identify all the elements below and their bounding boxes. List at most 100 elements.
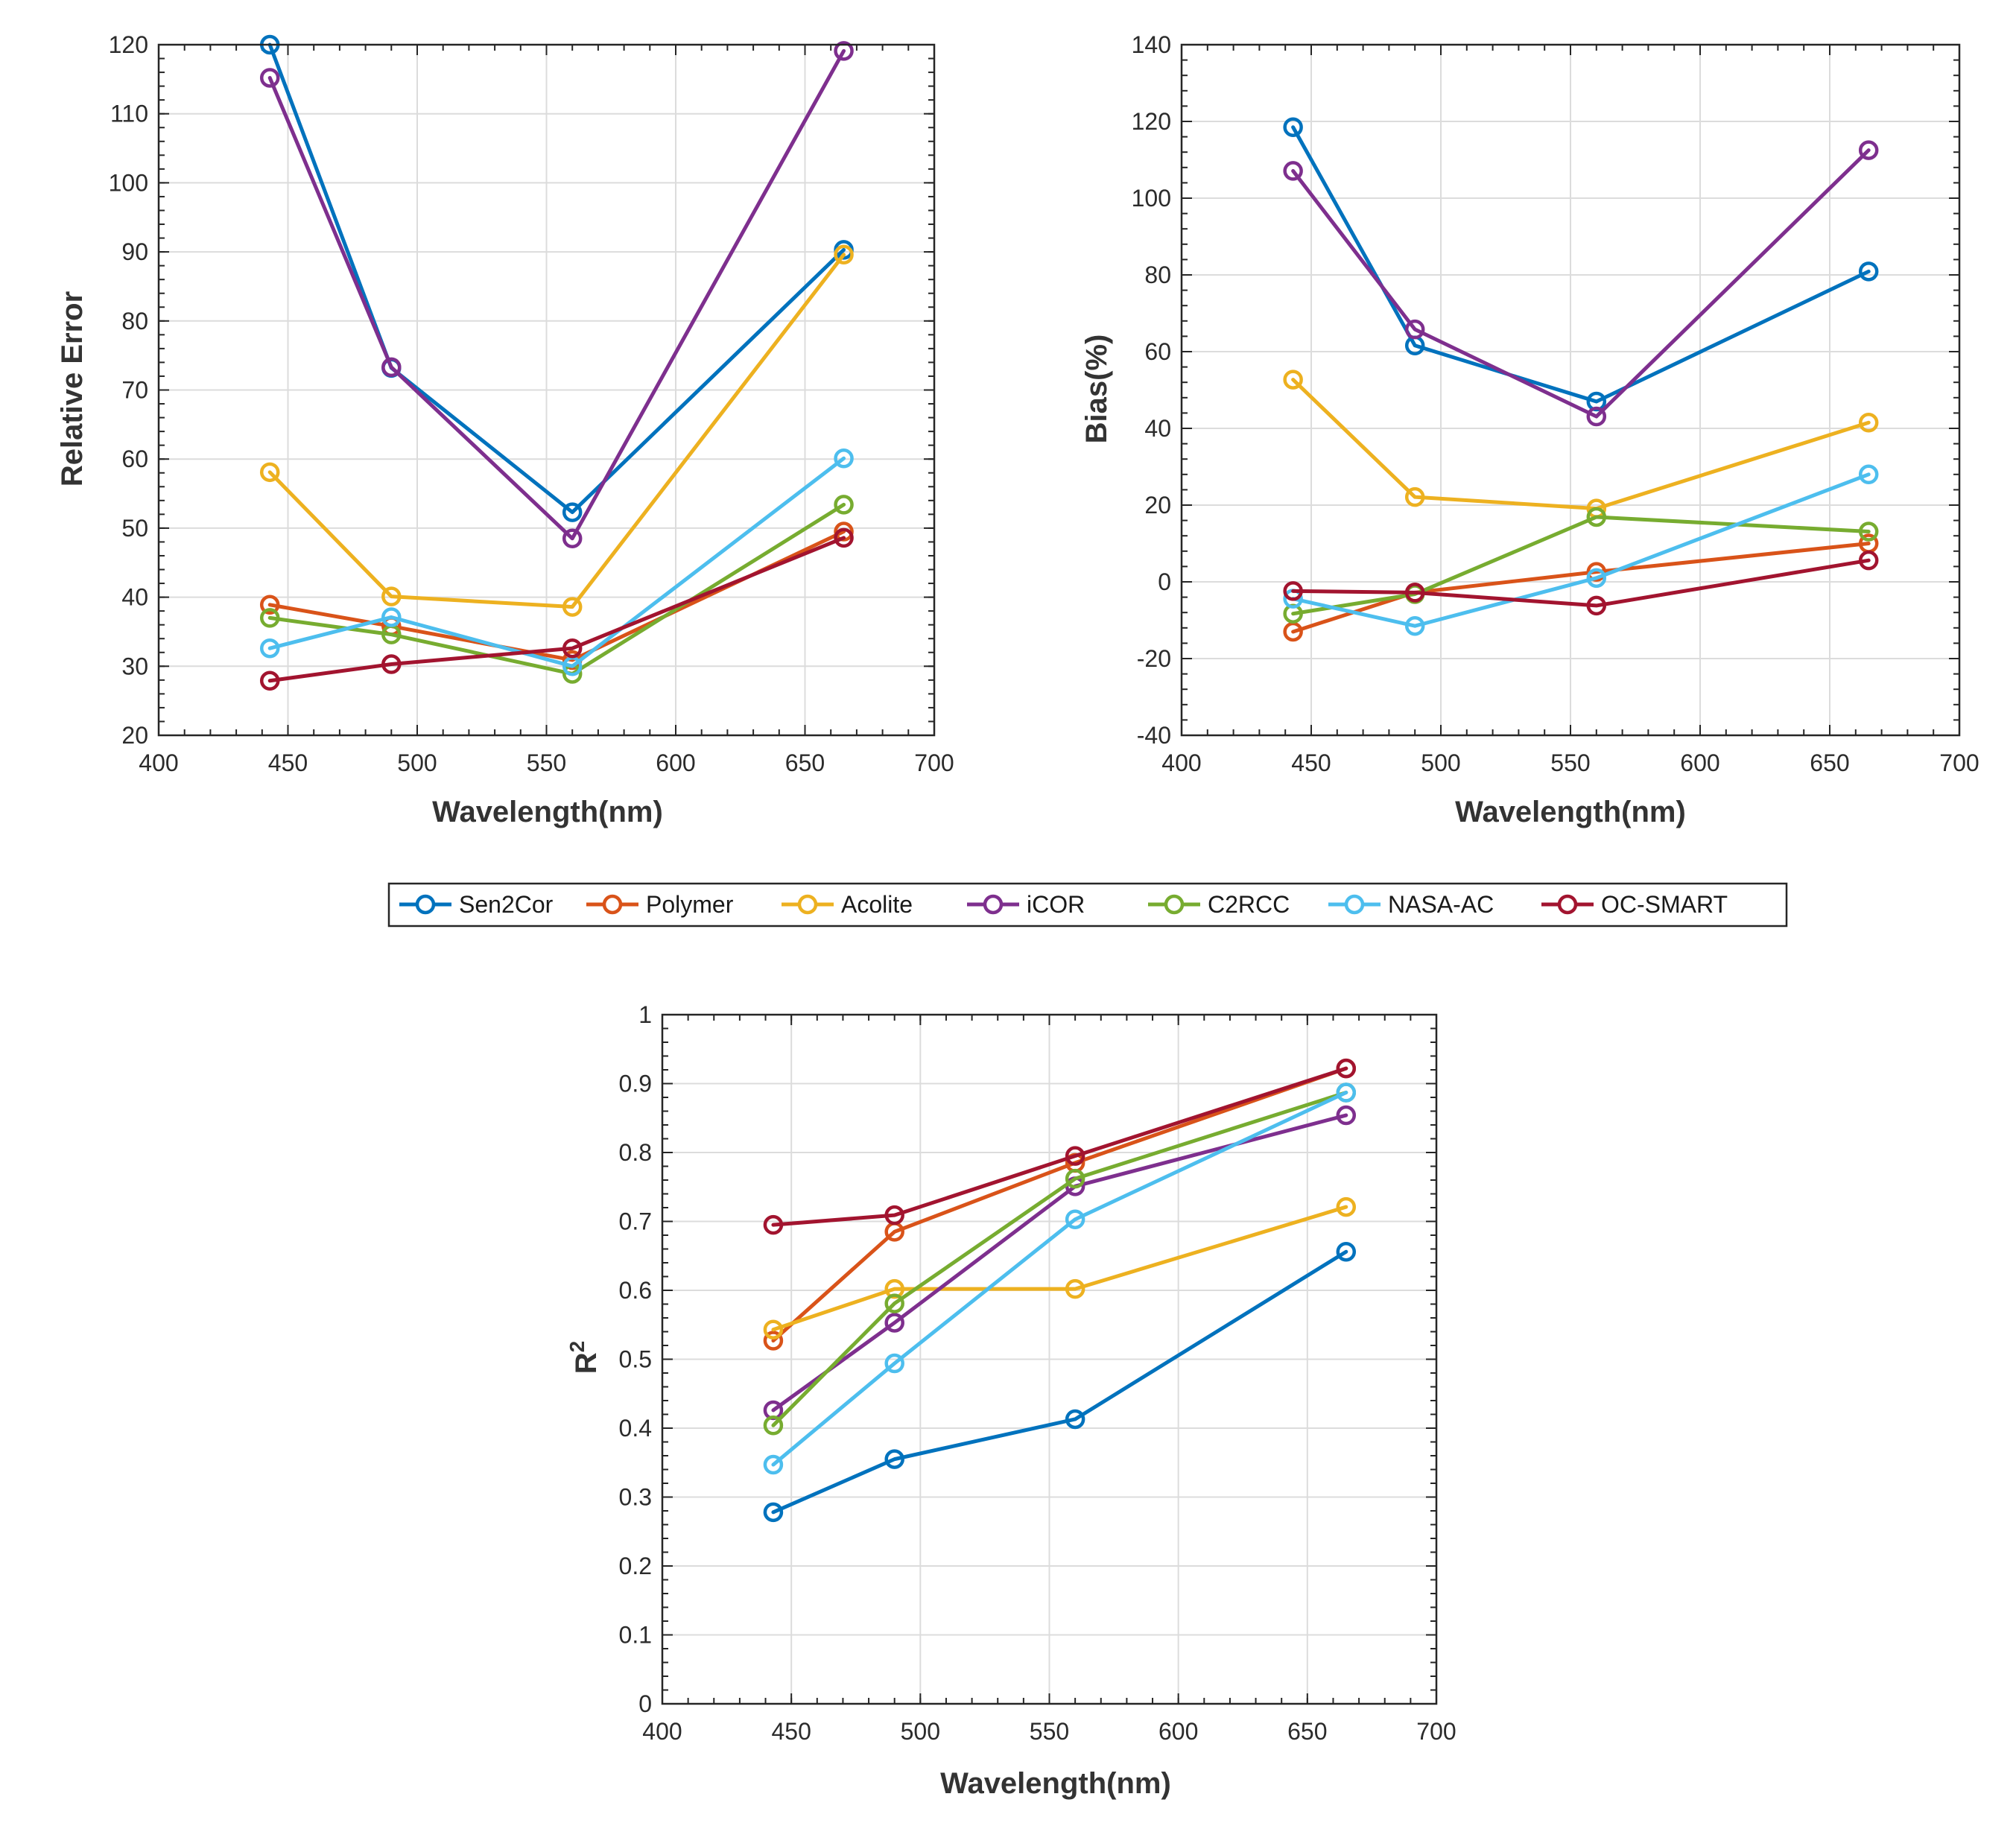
relative-error-xtick-label: 650 <box>785 749 825 776</box>
r-squared-point-oc-smart <box>1065 1146 1085 1166</box>
r-squared-ytick-label: 0.3 <box>619 1484 652 1511</box>
relative-error-point-nasa-ac <box>834 448 854 469</box>
relative-error-line-icor <box>267 48 846 541</box>
r-squared-point-sen2cor <box>763 1502 784 1523</box>
bias-xtick-label: 400 <box>1161 749 1201 776</box>
relative-error-ytick-label: 50 <box>121 515 148 542</box>
bias-point-oc-smart <box>1858 550 1879 571</box>
bias-xtick-label: 450 <box>1291 749 1331 776</box>
legend-label-oc-smart: OC-SMART <box>1601 891 1728 918</box>
bias-ytick-label: 120 <box>1132 108 1171 135</box>
r-squared-ylabel-superscript: 2 <box>565 1341 589 1353</box>
r-squared-ylabel-group: R2 <box>565 1341 603 1374</box>
bias-point-oc-smart <box>1283 581 1303 601</box>
legend-label-c2rcc: C2RCC <box>1208 891 1290 918</box>
r-squared-line-polymer <box>771 1066 1348 1343</box>
r-squared-xtick-label: 500 <box>901 1718 940 1745</box>
relative-error-ytick-label: 70 <box>121 377 148 404</box>
bias-xtick-label: 550 <box>1550 749 1590 776</box>
bias-ytick-label: 40 <box>1144 415 1171 442</box>
bias-series-oc-smart <box>1283 550 1879 616</box>
bias-xlabel: Wavelength(nm) <box>1455 796 1686 828</box>
relative-error-ytick-label: 90 <box>121 238 148 265</box>
r-squared-point-nasa-ac <box>1065 1209 1085 1229</box>
r-squared-point-oc-smart <box>884 1205 904 1226</box>
r-squared-point-icor <box>1336 1105 1357 1126</box>
bias-chart: Wavelength(nm) Bias(%) 400 450 500 550 600 65… <box>1080 31 1979 828</box>
bias-ytick-label: 140 <box>1132 31 1171 58</box>
relative-error-line-sen2cor <box>267 42 846 515</box>
r-squared-point-c2rcc <box>1065 1168 1085 1189</box>
relative-error-point-c2rcc <box>834 495 854 515</box>
relative-error-xtick-label: 700 <box>914 749 954 776</box>
bias-ytick-label: -40 <box>1137 722 1171 749</box>
relative-error-point-icor <box>562 528 583 549</box>
bias-point-acolite <box>1858 413 1879 433</box>
bias-ytick-label: -20 <box>1137 645 1171 672</box>
legend: Sen2Cor Polymer Acolite iCOR C2RCC NASA-AC OC-… <box>387 882 1788 928</box>
bias-point-icor <box>1858 140 1879 160</box>
bias-xtick-label: 700 <box>1939 749 1979 776</box>
r-squared-xtick-label: 550 <box>1030 1718 1069 1745</box>
relative-error-xtick-label: 600 <box>656 749 695 776</box>
bias-xtick-label: 500 <box>1421 749 1460 776</box>
bias-line-acolite <box>1291 378 1871 511</box>
r-squared-series-sen2cor <box>763 1241 1357 1523</box>
r-squared-ytick-label: 0.2 <box>619 1553 652 1579</box>
relative-error-point-oc-smart <box>834 527 854 548</box>
relative-error-point-acolite <box>834 244 854 265</box>
relative-error-point-icor <box>259 68 280 88</box>
relative-error-ytick-label: 100 <box>109 169 148 196</box>
r-squared-point-nasa-ac <box>763 1454 784 1475</box>
r-squared-point-c2rcc <box>884 1293 904 1313</box>
relative-error-ytick-label: 110 <box>110 101 148 127</box>
r-squared-series-oc-smart <box>763 1058 1357 1235</box>
bias-point-nasa-ac <box>1586 568 1607 589</box>
legend-marker-nasa-ac <box>1344 894 1365 915</box>
r-squared-xtick-label: 450 <box>771 1718 811 1745</box>
legend-marker-oc-smart <box>1557 894 1578 915</box>
r-squared-ytick-label: 0 <box>638 1690 652 1717</box>
relative-error-point-oc-smart <box>381 654 402 674</box>
r-squared-point-acolite <box>1336 1196 1357 1217</box>
relative-error-point-icor <box>381 357 402 378</box>
r-squared-point-acolite <box>1065 1278 1085 1299</box>
relative-error-xtick-label: 500 <box>397 749 437 776</box>
legend-entry-acolite: Acolite <box>782 891 913 918</box>
r-squared-axes-box <box>661 1013 1438 1705</box>
bias-point-icor <box>1404 319 1425 340</box>
r-squared-point-polymer <box>763 1331 784 1351</box>
r-squared-point-acolite <box>884 1278 904 1299</box>
bias-point-icor <box>1586 406 1607 427</box>
r-squared-ytick-label: 0.8 <box>619 1139 652 1166</box>
relative-error-axes-box <box>157 43 936 737</box>
r-squared-point-oc-smart <box>1336 1058 1357 1079</box>
relative-error-point-acolite <box>259 462 280 483</box>
relative-error-point-oc-smart <box>259 670 280 691</box>
legend-marker-sen2cor <box>415 894 436 915</box>
r-squared-xtick-label: 600 <box>1158 1718 1198 1745</box>
bias-ytick-label: 60 <box>1144 338 1171 365</box>
bias-point-c2rcc <box>1858 521 1879 542</box>
legend-entry-sen2cor: Sen2Cor <box>399 891 554 918</box>
bias-point-oc-smart <box>1404 583 1425 603</box>
relative-error-point-acolite <box>381 586 402 606</box>
r-squared-point-c2rcc <box>763 1415 784 1436</box>
bias-xtick-label: 650 <box>1810 749 1849 776</box>
bias-ytick-label: 80 <box>1144 261 1171 288</box>
legend-label-polymer: Polymer <box>646 891 734 918</box>
r-squared-xtick-label: 700 <box>1416 1718 1456 1745</box>
bias-point-oc-smart <box>1586 595 1607 616</box>
legend-label-nasa-ac: NASA-AC <box>1388 891 1494 918</box>
r-squared-ytick-label: 0.5 <box>619 1346 652 1373</box>
relative-error-series-icor <box>259 41 854 549</box>
relative-error-point-sen2cor <box>562 502 583 522</box>
relative-error-line-nasa-ac <box>267 456 846 668</box>
r-squared-ytick-label: 0.1 <box>619 1622 652 1649</box>
r-squared-point-oc-smart <box>763 1214 784 1235</box>
legend-entry-c2rcc: C2RCC <box>1148 891 1290 918</box>
legend-entry-nasa-ac: NASA-AC <box>1328 891 1494 918</box>
legend-label-sen2cor: Sen2Cor <box>459 891 554 918</box>
bias-series-icor <box>1283 140 1879 427</box>
